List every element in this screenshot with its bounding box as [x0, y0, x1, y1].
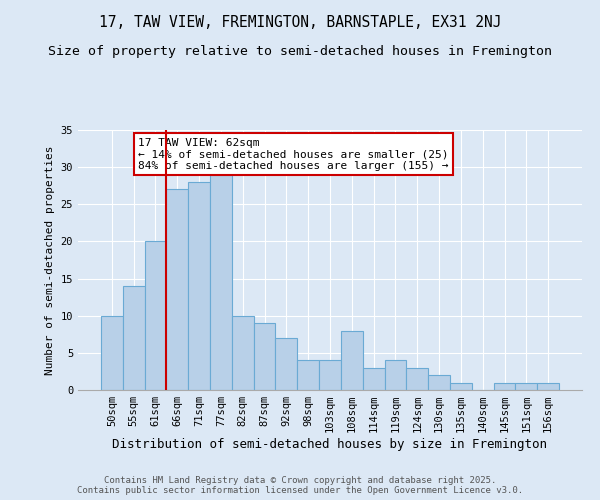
Bar — [385, 360, 406, 390]
Y-axis label: Number of semi-detached properties: Number of semi-detached properties — [45, 145, 55, 375]
Text: Contains HM Land Registry data © Crown copyright and database right 2025.
Contai: Contains HM Land Registry data © Crown c… — [77, 476, 523, 495]
Bar — [254, 323, 275, 390]
Bar — [537, 382, 559, 390]
X-axis label: Distribution of semi-detached houses by size in Fremington: Distribution of semi-detached houses by … — [113, 438, 548, 451]
Text: 17 TAW VIEW: 62sqm
← 14% of semi-detached houses are smaller (25)
84% of semi-de: 17 TAW VIEW: 62sqm ← 14% of semi-detache… — [139, 138, 449, 171]
Bar — [275, 338, 297, 390]
Text: Size of property relative to semi-detached houses in Fremington: Size of property relative to semi-detach… — [48, 45, 552, 58]
Bar — [406, 368, 428, 390]
Text: 17, TAW VIEW, FREMINGTON, BARNSTAPLE, EX31 2NJ: 17, TAW VIEW, FREMINGTON, BARNSTAPLE, EX… — [99, 15, 501, 30]
Bar — [428, 375, 450, 390]
Bar — [101, 316, 123, 390]
Bar — [166, 190, 188, 390]
Bar — [123, 286, 145, 390]
Bar — [450, 382, 472, 390]
Bar — [188, 182, 210, 390]
Bar — [341, 330, 363, 390]
Bar — [297, 360, 319, 390]
Bar — [494, 382, 515, 390]
Bar — [232, 316, 254, 390]
Bar — [319, 360, 341, 390]
Bar — [210, 174, 232, 390]
Bar — [145, 242, 166, 390]
Bar — [363, 368, 385, 390]
Bar — [515, 382, 537, 390]
